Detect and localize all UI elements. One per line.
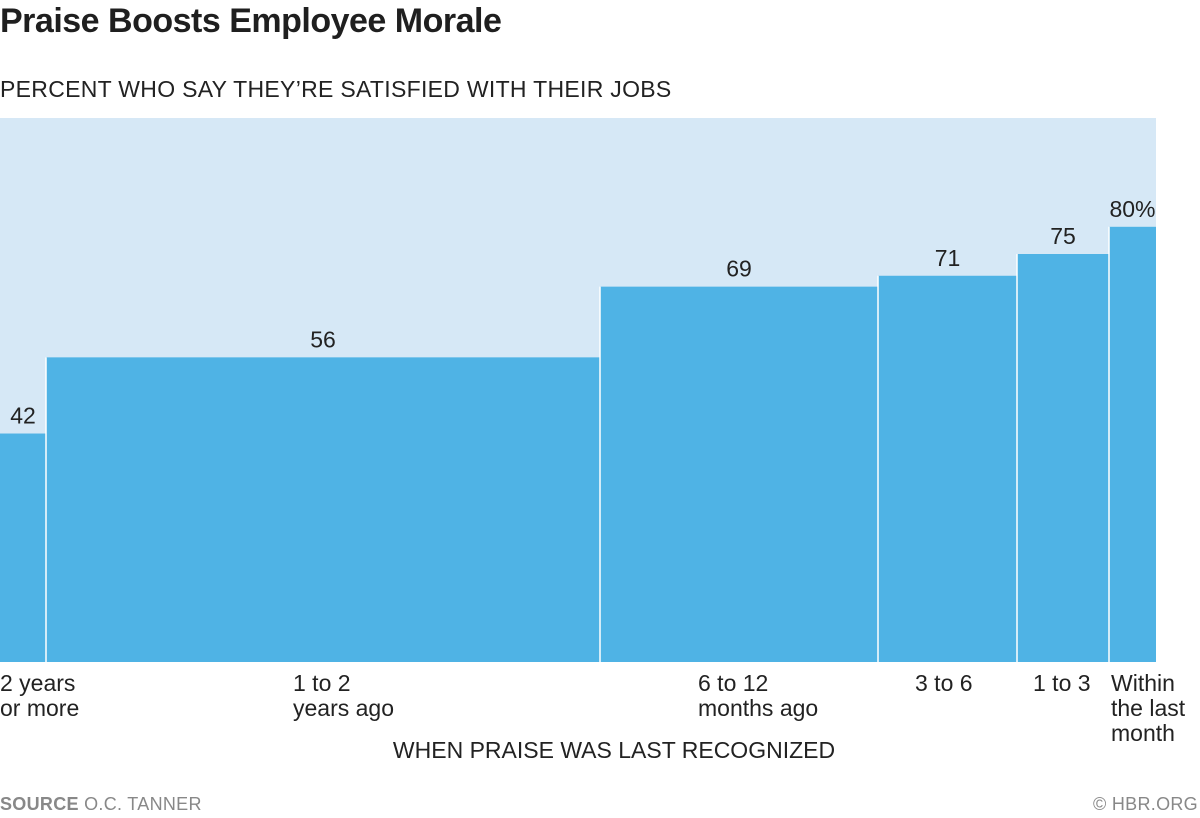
chart-title: Praise Boosts Employee Morale xyxy=(0,2,502,40)
category-label-3-line-0: 3 to 6 xyxy=(915,670,973,696)
bar-4 xyxy=(1017,254,1109,662)
category-label-2-line-0: 6 to 12 xyxy=(698,670,768,696)
bar-value-label-2: 69 xyxy=(726,256,752,282)
bar-0 xyxy=(0,433,46,662)
copyright-credit: © HBR.ORG xyxy=(1093,794,1198,814)
source-note: SOURCE O.C. TANNER xyxy=(0,794,202,815)
bar-1 xyxy=(46,357,600,662)
category-label-5-line-2: month xyxy=(1111,720,1175,746)
bar-value-label-4: 75 xyxy=(1050,223,1076,249)
bar-5 xyxy=(1109,226,1156,663)
category-label-0-line-0: 2 years xyxy=(0,670,75,696)
bar-2 xyxy=(600,286,878,662)
source-label: SOURCE xyxy=(0,794,79,814)
category-label-1-line-1: years ago xyxy=(293,695,394,721)
bar-value-label-3: 71 xyxy=(935,245,961,271)
bar-value-label-5: 80% xyxy=(1109,196,1155,222)
bar-3 xyxy=(878,275,1017,662)
bar-value-label-1: 56 xyxy=(310,326,336,352)
source-text: O.C. TANNER xyxy=(84,794,202,814)
bar-value-label-0: 42 xyxy=(10,403,36,429)
category-label-0-line-1: or more xyxy=(0,695,79,721)
chart-subtitle: PERCENT WHO SAY THEY’RE SATISFIED WITH T… xyxy=(0,76,672,102)
category-label-1-line-0: 1 to 2 xyxy=(293,670,351,696)
x-axis-label: WHEN PRAISE WAS LAST RECOGNIZED xyxy=(392,737,836,763)
category-label-4-line-0: 1 to 3 xyxy=(1033,670,1091,696)
category-label-5-line-0: Within xyxy=(1111,670,1175,696)
category-label-5-line-1: the last xyxy=(1111,695,1186,721)
category-label-2-line-1: months ago xyxy=(698,695,818,721)
